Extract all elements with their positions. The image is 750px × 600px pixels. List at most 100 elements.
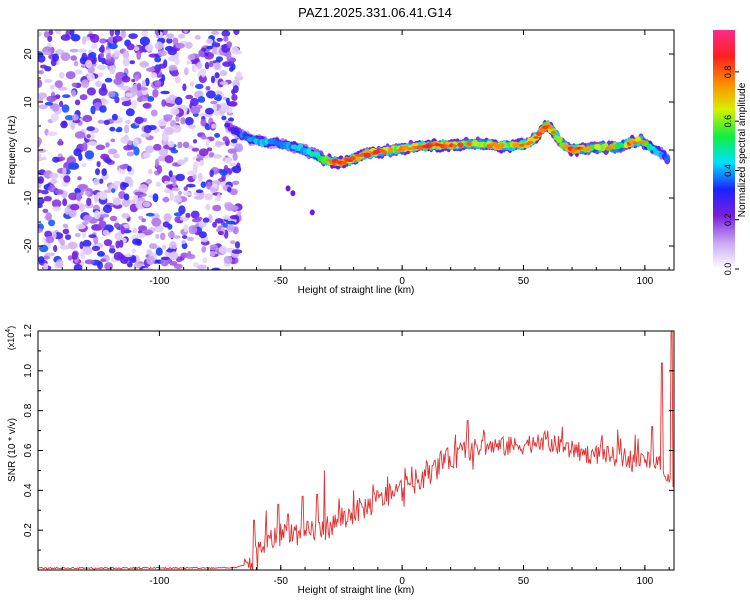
noise-blob: [62, 94, 71, 98]
noise-blob: [169, 251, 178, 261]
noise-blob: [113, 251, 124, 261]
noise-blob: [212, 204, 222, 212]
noise-blob: [134, 74, 140, 82]
noise-blob: [147, 169, 153, 175]
noise-blob: [188, 225, 198, 235]
noise-blob: [178, 205, 186, 215]
noise-blob: [96, 161, 101, 168]
ridge-segment: [387, 147, 394, 153]
noise-blob: [138, 184, 149, 194]
noise-blob: [77, 184, 88, 190]
figure-title: PAZ1.2025.331.06.41.G14: [298, 5, 452, 20]
ridge-segment: [466, 141, 472, 146]
noise-blob: [185, 116, 194, 126]
noise-blob: [99, 105, 107, 113]
noise-blob: [221, 30, 231, 37]
noise-blob: [49, 172, 59, 179]
noise-blob: [125, 92, 133, 97]
noise-blob: [98, 87, 108, 96]
noise-blob: [206, 147, 213, 152]
noise-blob: [227, 186, 232, 193]
noise-blob: [86, 197, 92, 206]
noise-blob: [123, 145, 134, 151]
noise-blob: [183, 156, 189, 163]
noise-blob: [136, 50, 142, 60]
ridge-segment: [547, 126, 554, 130]
x-tick-label: -50: [274, 576, 289, 587]
noise-blob: [188, 124, 196, 129]
noise-blob: [84, 259, 95, 265]
noise-blob: [143, 229, 153, 236]
noise-blob: [145, 145, 155, 154]
noise-blob: [102, 229, 110, 236]
noise-blob: [201, 246, 207, 253]
ridge-segment: [457, 142, 464, 148]
noise-blob: [43, 196, 52, 202]
noise-blob: [121, 182, 129, 188]
noise-blob: [160, 90, 170, 95]
ridge-segment: [632, 141, 638, 145]
colorbar: 0.0 0.2 0.4 0.6 0.8 Normalized spectral ampl…: [713, 30, 748, 275]
noise-blob: [164, 180, 170, 185]
noise-blob: [183, 224, 189, 233]
noise-blob: [229, 240, 236, 245]
y-tick-label: 10: [23, 96, 34, 108]
noise-blob: [38, 256, 45, 264]
noise-blob: [211, 123, 217, 129]
ridge-segment: [664, 155, 670, 162]
noise-blob: [219, 81, 229, 86]
noise-blob: [134, 116, 144, 125]
noise-blob: [228, 101, 238, 107]
noise-blob: [157, 50, 167, 57]
noise-blob: [103, 189, 112, 194]
noise-blob: [70, 203, 80, 211]
noise-blob: [128, 33, 138, 39]
noise-blob: [146, 67, 156, 72]
noise-blob: [122, 57, 130, 67]
noise-blob: [226, 51, 232, 60]
noise-blob: [161, 133, 169, 142]
noise-blob: [206, 90, 216, 99]
noise-blob: [129, 257, 137, 263]
noise-blob: [58, 138, 63, 146]
noise-blob: [156, 165, 163, 174]
noise-blob: [62, 228, 70, 235]
noise-blob: [187, 250, 192, 257]
noise-blob: [111, 113, 118, 121]
noise-blob: [202, 257, 208, 264]
noise-blob: [103, 119, 111, 126]
noise-blob: [142, 267, 153, 270]
noise-blob: [126, 43, 135, 51]
noise-blob: [233, 30, 240, 36]
noise-blob: [162, 30, 168, 36]
noise-blob: [222, 61, 232, 67]
noise-blob: [212, 183, 218, 188]
noise-blob: [198, 74, 207, 84]
noise-blob: [201, 47, 207, 52]
noise-blob: [38, 54, 46, 63]
noise-blob: [216, 37, 223, 42]
noise-blob: [159, 232, 166, 241]
noise-blob: [142, 201, 151, 208]
noise-blob: [146, 249, 153, 255]
noise-blob: [102, 204, 113, 214]
noise-blob: [115, 240, 121, 249]
noise-blob: [100, 153, 110, 160]
spectrogram-x-label: Height of straight line (km): [298, 285, 415, 296]
noise-blob: [38, 153, 42, 157]
noise-blob: [112, 197, 121, 206]
noise-blob: [126, 165, 132, 172]
noise-blob: [95, 80, 102, 87]
noise-blob: [58, 71, 65, 79]
noise-blob: [108, 43, 118, 50]
noise-blob: [61, 104, 70, 113]
noise-blob: [87, 141, 98, 146]
noise-blob: [168, 140, 175, 148]
x-tick-label: 50: [518, 576, 530, 587]
noise-blob: [229, 188, 238, 196]
noise-blob: [75, 69, 83, 75]
noise-blob: [125, 108, 135, 117]
noise-blob: [123, 124, 130, 134]
ridge-segment: [340, 161, 348, 165]
noise-blob: [82, 142, 88, 152]
